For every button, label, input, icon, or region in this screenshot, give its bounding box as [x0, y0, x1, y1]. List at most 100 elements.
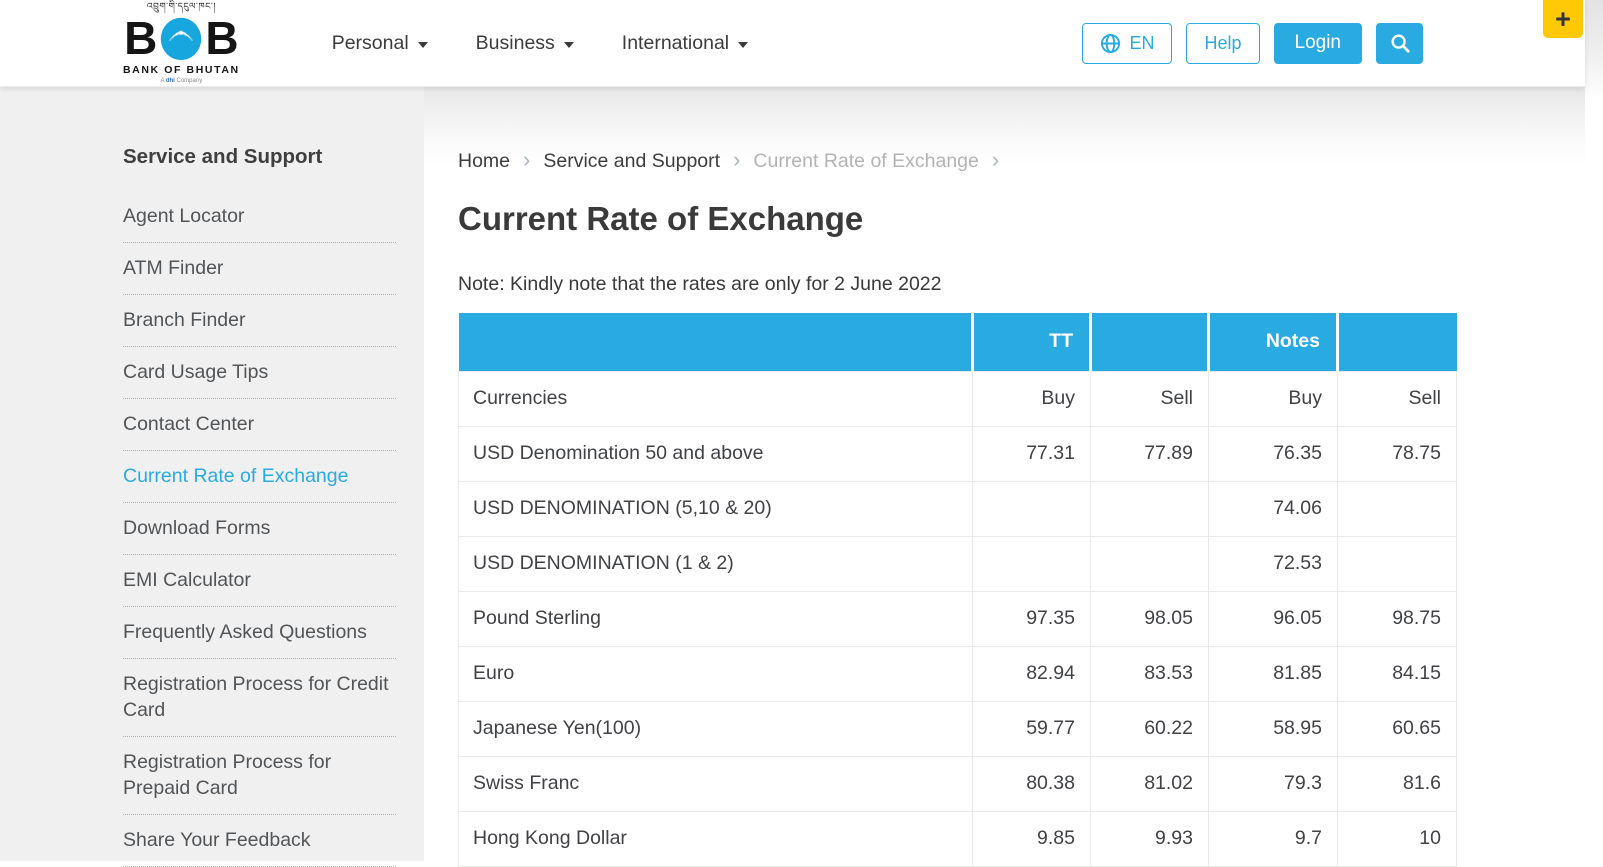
table-row: USD DENOMINATION (5,10 & 20) 74.06: [458, 480, 1457, 537]
header-notes-cell: Notes: [1208, 313, 1339, 371]
table-row: Euro 82.94 83.53 81.85 84.15: [458, 645, 1457, 702]
logo-tagline: A dhi Company: [160, 78, 203, 85]
globe-icon: [1101, 33, 1121, 53]
help-button[interactable]: Help: [1186, 22, 1260, 64]
logo-dzongkha-text: འབྲུག་གི་དངུལ་ཁང་།: [146, 0, 216, 11]
notes-sell-cell: [1337, 535, 1457, 592]
tt-buy-label-cell: Buy: [972, 370, 1091, 427]
sidebar-menu: Agent Locator ATM Finder Branch Finder Card…: [123, 191, 396, 867]
tt-sell-cell: 81.02: [1090, 755, 1209, 812]
notes-buy-cell: 81.85: [1208, 645, 1338, 702]
sidebar-heading: Service and Support: [123, 145, 323, 168]
bank-logo[interactable]: འབྲུག་གི་དངུལ་ཁང་། B B BANK OF BHUTAN A …: [123, 0, 240, 85]
nav-menu-label: Business: [475, 31, 555, 54]
nav-menu-item[interactable]: Business: [476, 32, 574, 55]
sidebar-item[interactable]: Contact Center: [123, 399, 396, 451]
notes-buy-cell: 9.7: [1208, 810, 1338, 867]
sidebar-item-label: Share Your Feedback: [123, 829, 311, 851]
notes-buy-cell: 79.3: [1208, 755, 1338, 812]
sidebar-item[interactable]: Current Rate of Exchange: [123, 451, 396, 503]
logo-globe-icon: [161, 17, 202, 60]
sidebar-item[interactable]: Frequently Asked Questions: [123, 607, 396, 659]
sidebar-item[interactable]: ATM Finder: [123, 243, 396, 295]
breadcrumb-item: Service and Support ›: [543, 147, 753, 173]
notes-sell-cell: [1337, 480, 1457, 537]
tt-sell-cell: 60.22: [1090, 700, 1209, 757]
sidebar-item[interactable]: Registration Process for Credit Card: [123, 659, 396, 737]
main-content: Home › Service and Support › Current Rat…: [424, 87, 1585, 867]
logo-letter: B: [124, 11, 158, 64]
breadcrumb-link[interactable]: Home: [458, 149, 511, 172]
notes-sell-cell: 78.75: [1337, 425, 1457, 482]
sidebar-item-label: Contact Center: [123, 413, 255, 435]
breadcrumb-link[interactable]: Current Rate of Exchange: [753, 149, 979, 172]
sidebar-item-label: Frequently Asked Questions: [123, 621, 367, 643]
nav-menu-label: International: [621, 31, 730, 54]
logo-letter: B: [205, 11, 239, 64]
sidebar-item[interactable]: EMI Calculator: [123, 555, 396, 607]
nav-menu-item[interactable]: Personal: [332, 32, 428, 55]
notes-sell-cell: 10: [1337, 810, 1457, 867]
table-subheader-row: Currencies Buy Sell Buy Sell: [458, 370, 1457, 427]
notes-sell-cell: 98.75: [1337, 590, 1457, 647]
notes-sell-cell: 60.65: [1337, 700, 1457, 757]
notes-sell-cell: 81.6: [1337, 755, 1457, 812]
table-row: Hong Kong Dollar 9.85 9.93 9.7 10: [458, 810, 1457, 867]
header-empty-cell: [1337, 313, 1457, 371]
page-background-corner: [1585, 0, 1603, 96]
sidebar-item[interactable]: Branch Finder: [123, 295, 396, 347]
nav-menu-item[interactable]: International: [621, 31, 749, 55]
sidebar-item-label: EMI Calculator: [123, 569, 251, 591]
breadcrumb: Home › Service and Support › Current Rat…: [458, 147, 1585, 173]
notes-buy-cell: 58.95: [1208, 700, 1338, 757]
search-button[interactable]: [1376, 22, 1423, 64]
header-empty-cell: [1090, 313, 1210, 371]
rates-note: Note: Kindly note that the rates are onl…: [458, 273, 942, 295]
logo-bank-name: BANK OF BHUTAN: [123, 63, 240, 76]
chevron-right-icon: ›: [733, 147, 741, 172]
exchange-rates-table: TT Notes Currencies Buy Sell Buy Sell US…: [458, 313, 1457, 867]
sidebar-item-label: Card Usage Tips: [123, 361, 269, 383]
tt-buy-cell: 82.94: [972, 645, 1091, 702]
sidebar-item[interactable]: Download Forms: [123, 503, 396, 555]
sidebar-item[interactable]: Card Usage Tips: [123, 347, 396, 399]
table-row: Japanese Yen(100) 59.77 60.22 58.95 60.6…: [458, 700, 1457, 757]
login-button[interactable]: Login: [1273, 22, 1362, 64]
currency-name-cell: USD DENOMINATION (1 & 2): [458, 535, 973, 592]
notes-buy-cell: 96.05: [1208, 590, 1338, 647]
breadcrumb-link[interactable]: Service and Support: [543, 149, 721, 172]
tt-buy-cell: 77.31: [972, 425, 1091, 482]
header-tt-cell: TT: [972, 313, 1092, 371]
sidebar-item[interactable]: Registration Process for Prepaid Card: [123, 737, 396, 815]
tt-sell-cell: [1090, 535, 1209, 592]
tt-buy-cell: 97.35: [972, 590, 1091, 647]
breadcrumb-item: Home ›: [458, 147, 543, 173]
site-header: འབྲུག་གི་དངུལ་ཁང་། B B BANK OF BHUTAN A …: [0, 0, 1585, 87]
notes-buy-label-cell: Buy: [1208, 370, 1338, 427]
language-button[interactable]: EN: [1082, 22, 1173, 64]
currency-name-cell: Swiss Franc: [458, 755, 973, 812]
table-row: USD DENOMINATION (1 & 2) 72.53: [458, 535, 1457, 592]
sidebar-item-label: Registration Process for Prepaid Card: [123, 751, 332, 799]
currency-name-cell: Hong Kong Dollar: [458, 810, 973, 867]
notes-sell-cell: 84.15: [1337, 645, 1457, 702]
breadcrumb-item: Current Rate of Exchange ›: [753, 147, 1012, 173]
tt-buy-cell: 9.85: [972, 810, 1091, 867]
sidebar-item[interactable]: Agent Locator: [123, 191, 396, 243]
tt-sell-label-cell: Sell: [1090, 370, 1209, 427]
tt-sell-cell: [1090, 480, 1209, 537]
sidebar-item[interactable]: Share Your Feedback: [123, 815, 396, 867]
sidebar-item-label: Current Rate of Exchange: [123, 465, 349, 487]
accessibility-expand-button[interactable]: +: [1543, 0, 1583, 38]
notes-buy-cell: 76.35: [1208, 425, 1338, 482]
tt-buy-cell: [972, 480, 1091, 537]
table-header-row: TT Notes: [458, 313, 1457, 371]
sidebar-item-label: Download Forms: [123, 517, 271, 539]
currency-name-cell: Euro: [458, 645, 973, 702]
sidebar: Service and Support Agent Locator ATM Fin…: [0, 87, 424, 867]
page-title: Current Rate of Exchange: [458, 200, 864, 237]
chevron-down-icon: [417, 41, 428, 48]
currency-name-cell: USD DENOMINATION (5,10 & 20): [458, 480, 973, 537]
notes-sell-label-cell: Sell: [1337, 370, 1457, 427]
table-row: Pound Sterling 97.35 98.05 96.05 98.75: [458, 590, 1457, 647]
